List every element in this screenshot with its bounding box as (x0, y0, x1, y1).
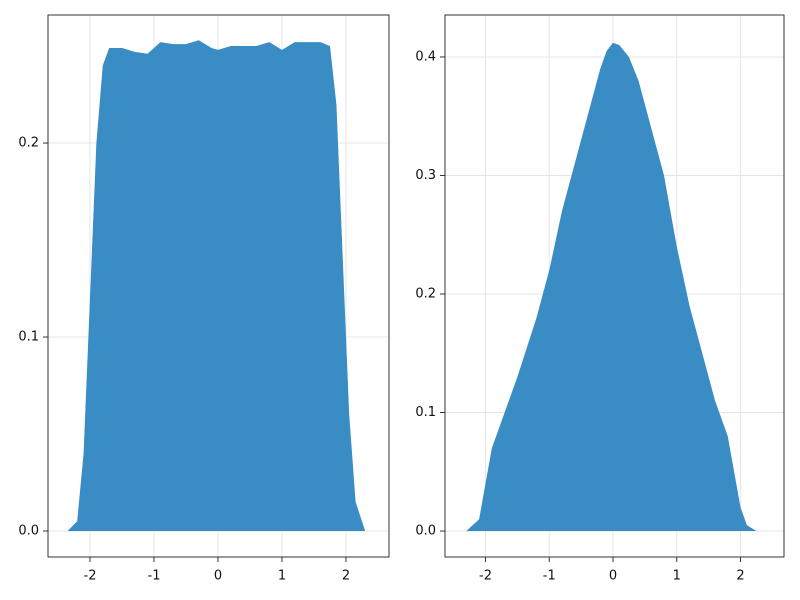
y-tick-label: 0.2 (415, 287, 436, 302)
x-tick-label: -2 (84, 569, 97, 584)
x-tick-label: 1 (673, 569, 681, 584)
y-tick-label: 0.1 (415, 405, 436, 420)
x-tick-label: 0 (609, 569, 617, 584)
axes-frame (47, 14, 390, 558)
x-tick-label: -2 (479, 569, 492, 584)
axes-frame (444, 14, 785, 558)
y-tick-label: 0.3 (415, 168, 436, 183)
x-tick-label: 0 (214, 569, 222, 584)
x-tick-label: 2 (342, 569, 350, 584)
y-tick-label: 0.4 (415, 49, 436, 64)
x-tick-label: 1 (278, 569, 286, 584)
y-tick-label: 0.2 (18, 136, 39, 151)
y-tick-label: 0.0 (18, 524, 39, 539)
x-tick-label: -1 (543, 569, 556, 584)
density-area (67, 40, 366, 532)
x-tick-label: -1 (148, 569, 161, 584)
y-tick-label: 0.0 (415, 524, 436, 539)
y-tick-label: 0.1 (18, 330, 39, 345)
x-tick-label: 2 (736, 569, 744, 584)
density-area (466, 42, 757, 532)
